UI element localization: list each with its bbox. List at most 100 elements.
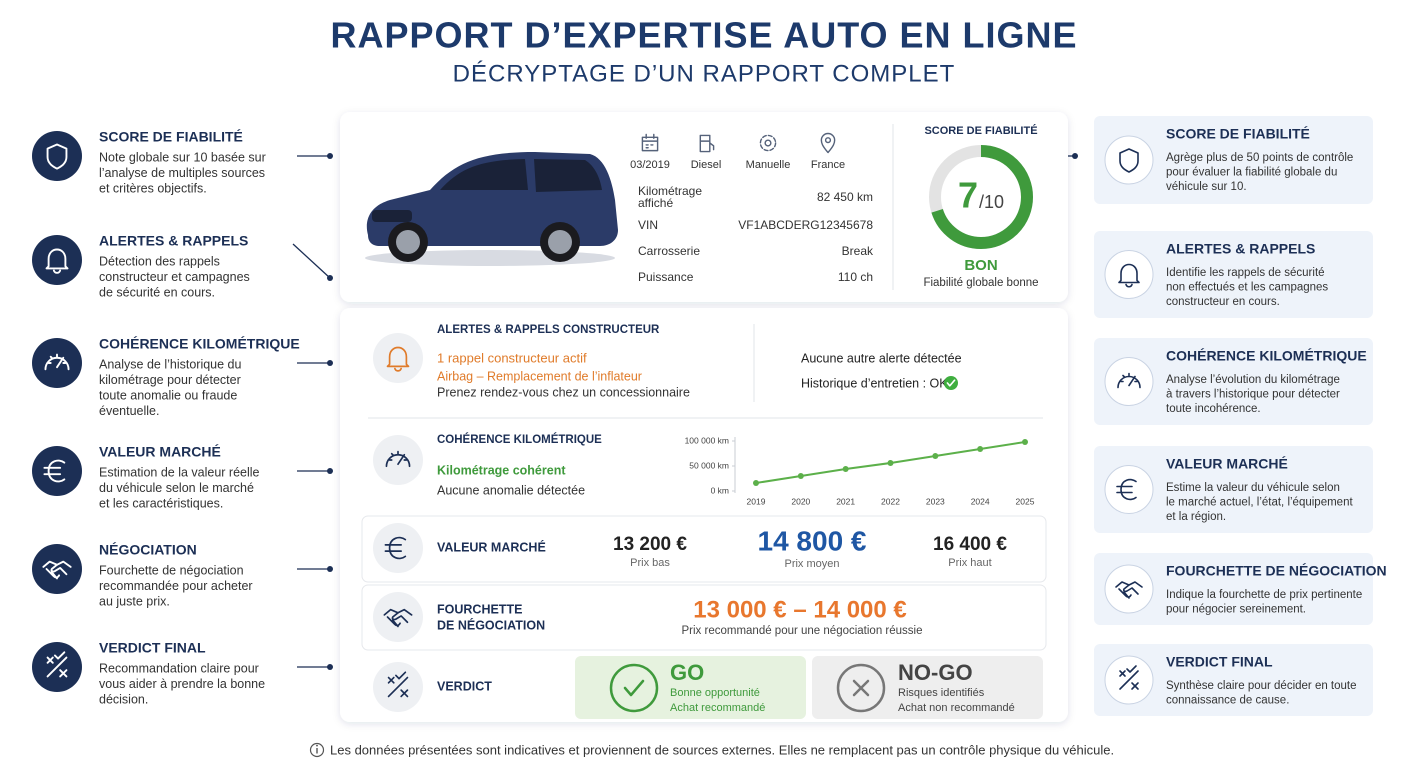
go-text: Bonne opportunité (670, 687, 760, 699)
feature-text: toute incohérence. (1166, 403, 1261, 415)
icon-stroke (44, 356, 70, 371)
connector-dot (327, 275, 333, 281)
feature-text: le marché actuel, l’état, l’équipement (1166, 497, 1353, 509)
feature-text: et la région. (1166, 511, 1226, 523)
spec-value: Break (842, 244, 874, 258)
connector-dot (1072, 153, 1078, 159)
icon-stroke (56, 356, 65, 369)
icon-stroke (852, 679, 870, 697)
section-title: FOURCHETTE (437, 602, 522, 616)
price-mid-label: Prix moyen (784, 558, 839, 570)
x-tick-label: 2019 (747, 496, 766, 506)
feature-icon-bg (1104, 465, 1154, 514)
feature-title: ALERTES & RAPPELS (1166, 241, 1315, 257)
icon-gear (759, 134, 777, 152)
connector-dot (327, 664, 333, 670)
feature-icon-bg (32, 338, 82, 388)
feature-text: Détection des rappels (99, 254, 220, 268)
nogo-box (812, 656, 1043, 719)
feature-text: du véhicule selon le marché (99, 481, 254, 495)
icon-gauge (385, 450, 411, 468)
feature-text: à travers l’historique pour détecter (1166, 389, 1340, 401)
icon-stroke (384, 544, 402, 552)
feature-box (1094, 231, 1373, 318)
icon-hands (1115, 581, 1143, 599)
feature-text: Indique la fourchette de prix pertinente (1166, 589, 1362, 601)
feature-text: Fourchette de négociation (99, 563, 244, 577)
spec-label: VIN (638, 218, 658, 232)
feature-text: recommandée pour acheter (99, 579, 253, 593)
icon-stroke (400, 689, 409, 698)
spec-label: Puissance (638, 270, 694, 284)
feature-box (1094, 116, 1373, 204)
go-label: GO (670, 660, 704, 685)
mileage-point (932, 453, 939, 459)
feature-title: SCORE DE FIABILITÉ (1166, 126, 1310, 142)
feature-box (1094, 338, 1373, 425)
mileage-detail: Aucune anomalie détectée (437, 483, 585, 497)
icon-stroke (946, 379, 956, 387)
x-tick-label: 2025 (1016, 496, 1035, 506)
y-tick-label: 0 km (711, 485, 729, 495)
icon-euro (43, 459, 66, 483)
icon-stroke (820, 132, 836, 154)
icon-verdict (387, 671, 409, 698)
feature-title: VALEUR MARCHÉ (99, 444, 221, 460)
score-caption: Fiabilité globale bonne (923, 277, 1038, 289)
icon-stroke (1119, 148, 1139, 173)
feature-text: Note globale sur 10 basée sur (99, 150, 266, 164)
icon-calendar (641, 133, 659, 152)
price-low: 13 200 € (613, 534, 687, 555)
icon-stroke (395, 671, 407, 680)
icon-stroke (759, 134, 777, 152)
gauge-arc (929, 145, 1033, 249)
car-rim (548, 230, 572, 254)
car-rim (396, 230, 420, 254)
icon-euro (384, 536, 407, 560)
icon-stroke (47, 459, 66, 483)
x-tick-label: 2024 (971, 496, 990, 506)
feature-text: pour évaluer la fiabilité globale du (1166, 167, 1337, 179)
feature-text: l’analyse de multiples sources (99, 166, 265, 180)
score-title: SCORE DE FIABILITÉ (924, 124, 1037, 137)
feature-text: non effectués et les campagnes (1166, 282, 1328, 294)
page-title: RAPPORT D’EXPERTISE AUTO EN LIGNE (330, 15, 1077, 56)
price-high-label: Prix haut (948, 557, 991, 569)
icon-stroke (1118, 263, 1140, 284)
icon-stroke (46, 656, 68, 678)
feature-text: Agrège plus de 50 points de contrôle (1166, 152, 1353, 164)
section-title: COHÉRENCE KILOMÉTRIQUE (437, 433, 602, 446)
feature-text: et critères objectifs. (99, 181, 207, 195)
feature-text: connaissance de cause. (1166, 695, 1289, 707)
icon-euro (1116, 478, 1137, 501)
icon-stroke (1116, 485, 1133, 494)
icon-stroke (1118, 584, 1139, 599)
feature-text: vous aider à prendre la bonne (99, 677, 265, 691)
mileage-point (753, 480, 759, 486)
icon-bell (45, 248, 69, 274)
icon-stroke (386, 611, 409, 628)
car-window (534, 159, 602, 192)
icon-stroke (388, 450, 408, 461)
icon-verdict (1119, 665, 1139, 690)
x-tick-label: 2020 (791, 496, 810, 506)
feature-icon-bg (1104, 357, 1154, 406)
go-icon (609, 663, 659, 713)
feature-title: VERDICT FINAL (1166, 654, 1273, 670)
y-tick-label: 100 000 km (685, 435, 729, 445)
feature-text: Estimation de la valeur réelle (99, 465, 260, 479)
feature-title: VERDICT FINAL (99, 640, 206, 656)
icon-stroke (764, 139, 772, 147)
feature-title: SCORE DE FIABILITÉ (99, 129, 243, 145)
icon-stroke (388, 536, 407, 560)
icon-stroke (623, 679, 645, 697)
connector-dot (327, 468, 333, 474)
feature-title: FOURCHETTE DE NÉGOCIATION (1166, 563, 1387, 579)
negotiation-range: 13 000 € – 14 000 € (693, 596, 907, 623)
feature-icon-bg (1104, 135, 1154, 185)
nogo-text: Risques identifiés (898, 687, 985, 699)
feature-text: constructeur en cours. (1166, 296, 1280, 308)
icon-stroke (45, 563, 68, 580)
